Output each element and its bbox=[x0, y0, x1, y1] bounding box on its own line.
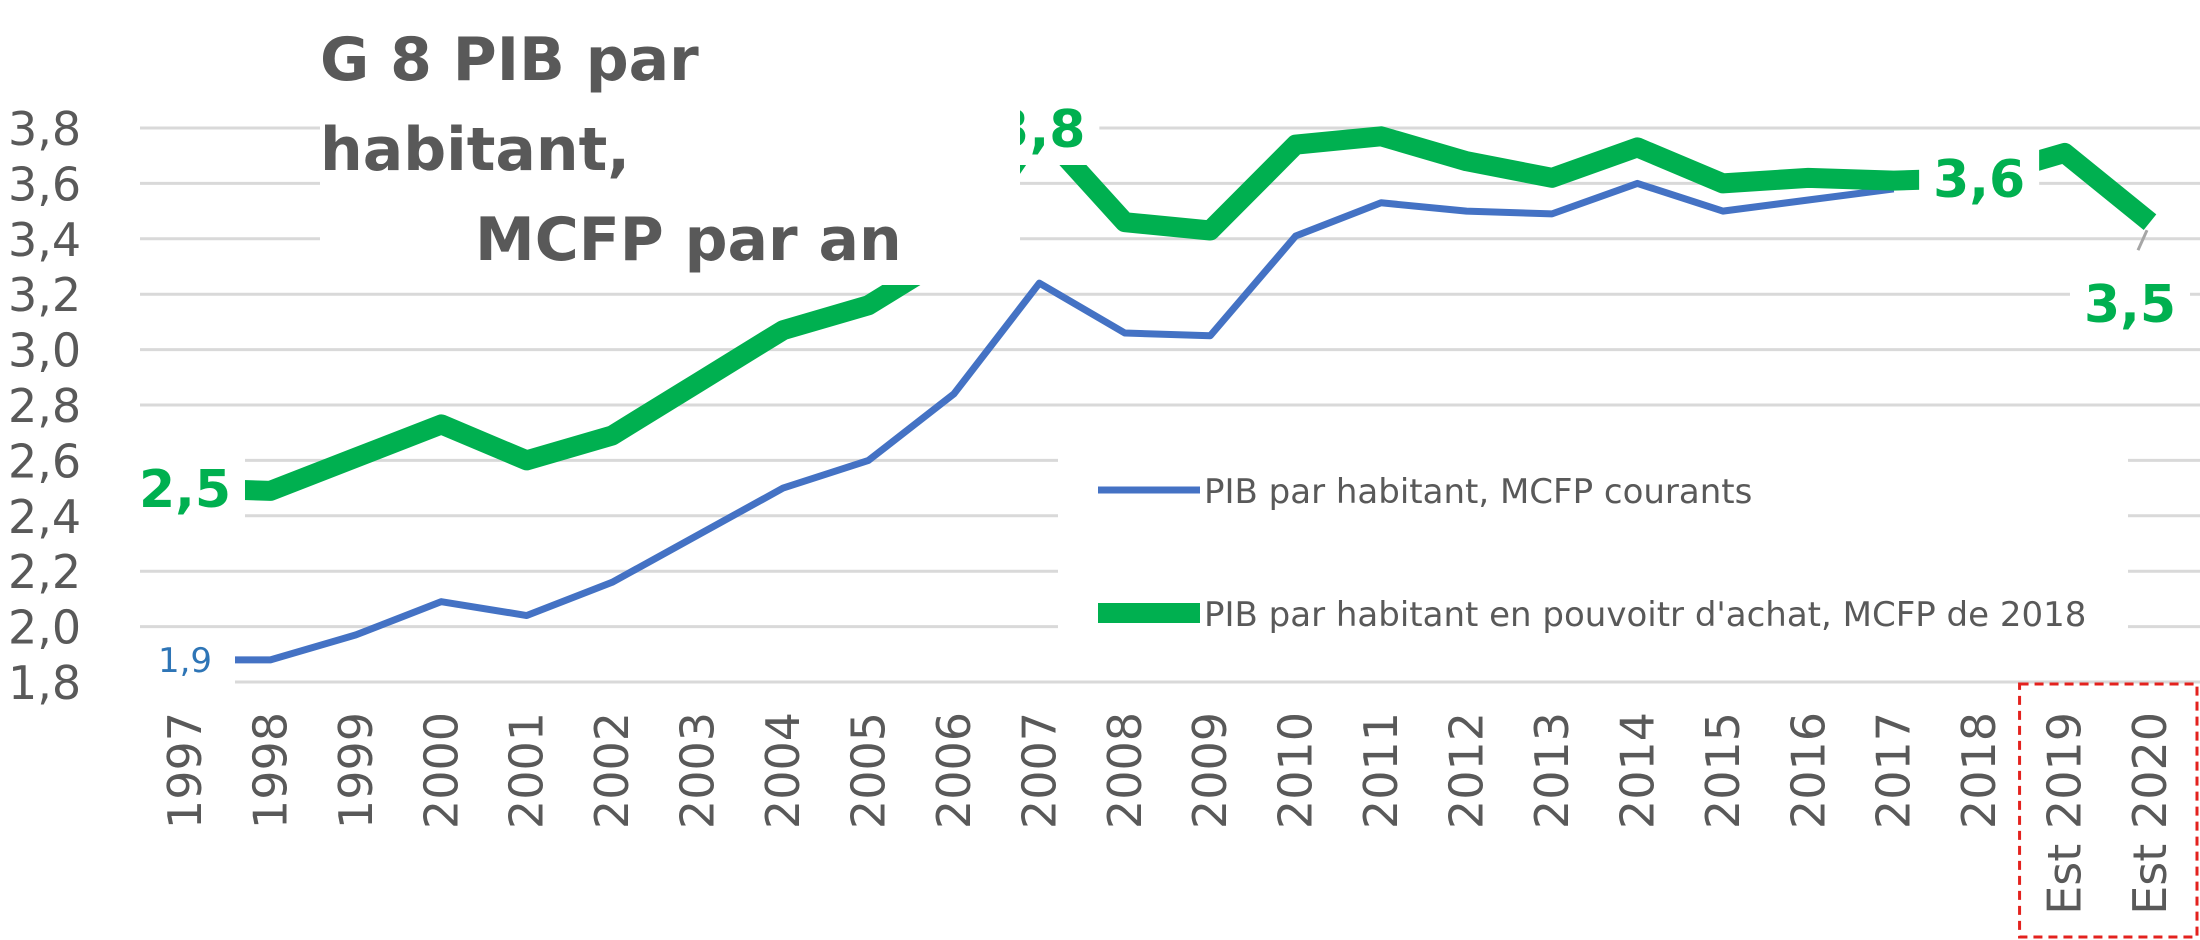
x-tick-label: 2017 bbox=[1867, 712, 1921, 829]
x-tick-label: 1999 bbox=[329, 712, 383, 829]
x-tick-label: 2000 bbox=[414, 712, 468, 829]
legend-label-1: PIB par habitant, MCFP courants bbox=[1204, 472, 1752, 512]
legend-box bbox=[1058, 448, 2128, 658]
y-tick-label: 2,8 bbox=[8, 379, 81, 433]
legend-label-2: PIB par habitant en pouvoitr d'achat, MC… bbox=[1204, 595, 2086, 635]
data-label-bg bbox=[135, 630, 235, 693]
data-label-bg bbox=[1919, 142, 2040, 215]
x-tick-label: 2012 bbox=[1440, 712, 1494, 829]
x-tick-label: 2014 bbox=[1610, 712, 1664, 829]
x-tick-label: 1997 bbox=[158, 712, 212, 829]
legend: PIB par habitant, MCFP courants PIB par h… bbox=[1058, 448, 2128, 658]
x-tick-label: 2005 bbox=[841, 712, 895, 829]
y-tick-label: 3,4 bbox=[8, 213, 81, 267]
y-tick-label: 2,6 bbox=[8, 434, 81, 488]
x-tick-label: 1998 bbox=[243, 712, 297, 829]
data-label: 2,5 bbox=[139, 460, 231, 520]
x-tick-label: 2007 bbox=[1012, 712, 1066, 829]
data-labels: 1,92,53,83,63,5 bbox=[125, 93, 2190, 693]
data-label-leader bbox=[2136, 229, 2149, 251]
data-label: 1,9 bbox=[158, 641, 212, 681]
x-tick-label: 2003 bbox=[671, 712, 725, 829]
x-tick-label: 2001 bbox=[500, 712, 554, 829]
y-tick-label: 1,8 bbox=[8, 656, 81, 710]
x-tick-label: 2011 bbox=[1354, 712, 1408, 829]
y-tick-label: 3,0 bbox=[8, 324, 81, 378]
series-group bbox=[184, 118, 2157, 664]
x-tick-label: 2013 bbox=[1525, 712, 1579, 829]
x-tick-label: 2006 bbox=[927, 712, 981, 829]
y-tick-label: 3,2 bbox=[8, 268, 81, 322]
data-label: 3,5 bbox=[2084, 275, 2176, 335]
y-tick-label: 3,8 bbox=[8, 102, 81, 156]
y-axis: 1,82,02,22,42,62,83,03,23,43,63,8 bbox=[8, 102, 81, 710]
x-tick-label: 2004 bbox=[756, 712, 810, 829]
x-tick-label: Est 2020 bbox=[2123, 712, 2177, 915]
y-tick-label: 3,6 bbox=[8, 157, 81, 211]
chart-title-line-2: MCFP par an bbox=[475, 205, 902, 275]
x-tick-label: 2010 bbox=[1269, 712, 1323, 829]
y-tick-label: 2,0 bbox=[8, 601, 81, 655]
data-label-bg bbox=[125, 453, 245, 526]
x-tick-label: Est 2019 bbox=[2038, 712, 2092, 915]
y-tick-label: 2,4 bbox=[8, 490, 81, 544]
x-tick-label: 2015 bbox=[1696, 712, 1750, 829]
x-tick-label: 2008 bbox=[1098, 712, 1152, 829]
chart-title-line-1: G 8 PIB par habitant, bbox=[320, 25, 699, 185]
data-label: 3,6 bbox=[1933, 150, 2025, 210]
series-line-2 bbox=[184, 118, 2157, 501]
chart-title: G 8 PIB par habitant, MCFP par an bbox=[320, 15, 1020, 285]
x-tick-label: 2018 bbox=[1952, 712, 2006, 829]
x-axis: 1997 1998 1999 2000 2001 2002 2003 2004 2005 2006… bbox=[158, 712, 2177, 915]
x-tick-label: 2002 bbox=[585, 712, 639, 829]
data-label-bg bbox=[2070, 268, 2190, 341]
x-tick-label: 2009 bbox=[1183, 712, 1237, 829]
estimate-highlight-box bbox=[2018, 682, 2199, 939]
y-tick-label: 2,2 bbox=[8, 545, 81, 599]
x-tick-label: 2016 bbox=[1781, 712, 1835, 829]
